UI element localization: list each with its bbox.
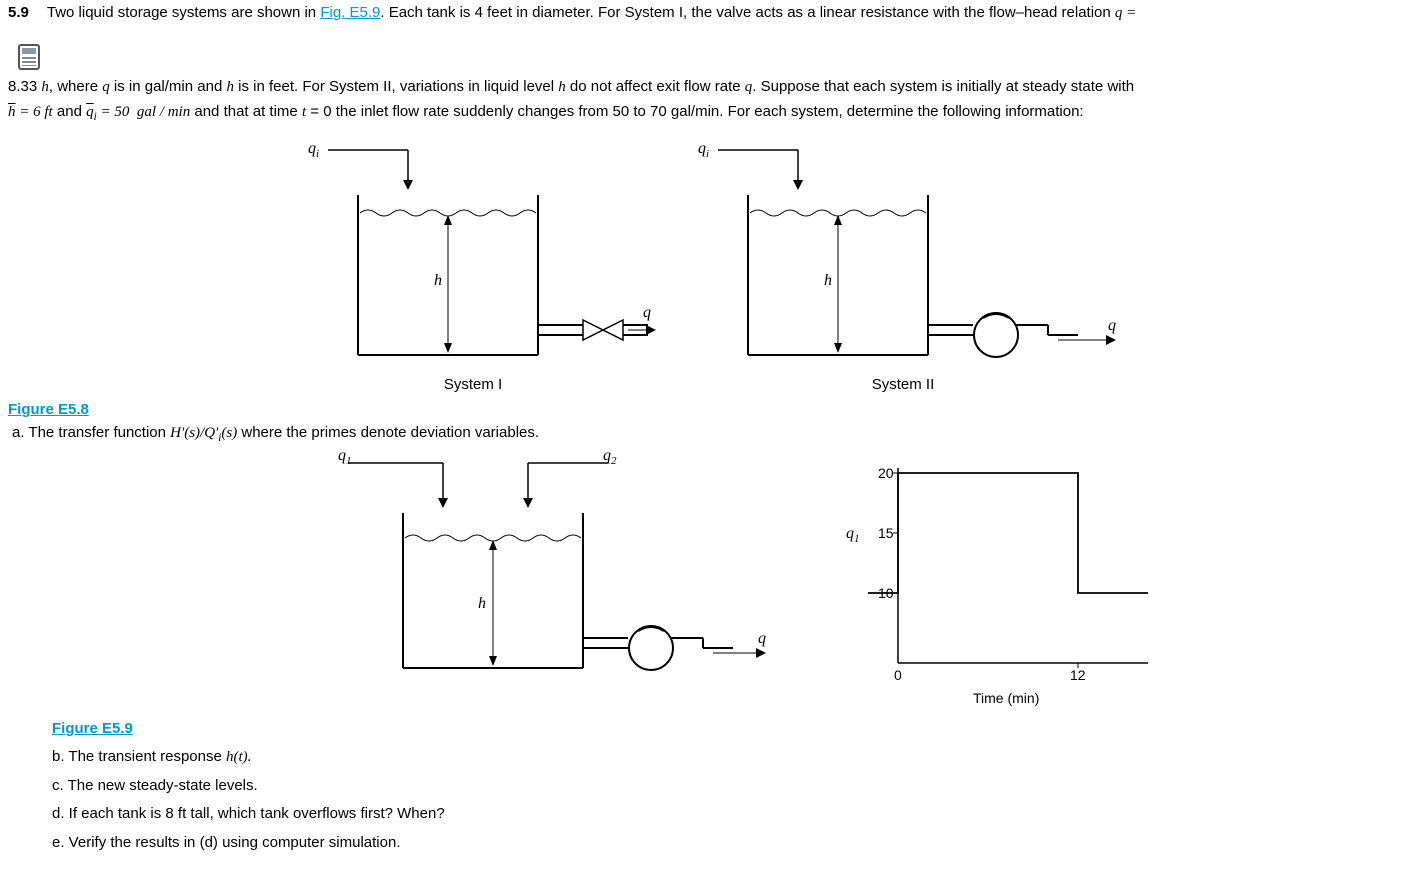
p3a: and <box>53 103 86 120</box>
paragraph-2: 8.33 h, where q is in gal/min and h is i… <box>8 76 1405 99</box>
system-2-caption: System II <box>678 376 1128 393</box>
qb-var: h(t). <box>226 749 251 765</box>
intro-line1: Two liquid storage systems are shown in <box>47 4 320 21</box>
svg-text:q: q <box>643 304 651 321</box>
two-inflow-tank: q1 q2 h q <box>308 448 768 687</box>
p2h3: h <box>558 79 566 95</box>
questions-list: b. The transient response h(t). c. The n… <box>52 743 1405 857</box>
figure-row-1: qi h q System I <box>288 135 1405 393</box>
fig-link-1[interactable]: Fig. E5.9 <box>320 4 380 21</box>
system-1-caption: System I <box>288 376 658 393</box>
figure-e58-label[interactable]: Figure E5.8 <box>8 401 89 418</box>
svg-text:h: h <box>824 272 832 289</box>
problem-header: 5.9 Two liquid storage systems are shown… <box>8 4 1405 22</box>
svg-text:qi: qi <box>698 140 709 160</box>
hbar-eq: h = 6 ft <box>8 104 53 120</box>
svg-text:0: 0 <box>894 667 902 683</box>
tank-two-inflow-svg: q1 q2 h q <box>308 448 768 683</box>
svg-text:12: 12 <box>1070 667 1086 683</box>
qa-text: a. The transfer function <box>12 424 170 441</box>
qa-end: where the primes denote deviation variab… <box>237 424 539 441</box>
qbar-eq: qi = 50 gal / min <box>86 104 190 120</box>
svg-text:Time (min): Time (min) <box>973 690 1039 706</box>
p2b: , where <box>49 78 102 95</box>
svg-text:q: q <box>758 630 766 647</box>
svg-text:15: 15 <box>878 525 894 541</box>
svg-text:q1: q1 <box>338 448 352 467</box>
svg-text:h: h <box>434 272 442 289</box>
p2d: is in feet. For System II, variations in… <box>234 78 558 95</box>
system-2-figure: qi h q System II <box>678 135 1128 393</box>
svg-text:20: 20 <box>878 465 894 481</box>
p2c: is in gal/min and <box>110 78 227 95</box>
intro-line1b: . Each tank is 4 feet in diameter. For S… <box>380 4 1115 21</box>
question-a: a. The transfer function H'(s)/Q'i(s) wh… <box>12 424 1405 444</box>
intro-eq: q = <box>1115 5 1136 21</box>
problem-number: 5.9 <box>8 4 29 21</box>
step-chart: 20 15 10 q1 0 12 Time (min) <box>828 448 1158 712</box>
svg-text:q1: q1 <box>846 525 860 545</box>
figure-row-2: q1 q2 h q <box>308 448 1405 712</box>
p2a: 8.33 <box>8 78 41 95</box>
svg-text:q2: q2 <box>603 448 617 467</box>
p2h2: h <box>226 79 234 95</box>
p3c: = 0 the inlet flow rate suddenly changes… <box>306 103 1084 120</box>
p2e: do not affect exit flow rate <box>566 78 745 95</box>
p2h: h <box>41 79 49 95</box>
svg-text:qi: qi <box>308 140 319 160</box>
qb-text: b. The transient response <box>52 748 226 765</box>
question-e: e. Verify the results in (d) using compu… <box>52 829 1405 858</box>
p2f: . Suppose that each system is initially … <box>752 78 1134 95</box>
question-c: c. The new steady-state levels. <box>52 772 1405 801</box>
qa-tf: H'(s)/Q'i(s) <box>170 425 237 441</box>
svg-text:h: h <box>478 595 486 612</box>
tank-system-1-svg: qi h q <box>288 135 658 370</box>
p2q: q <box>102 79 110 95</box>
paragraph-3: h = 6 ft and qi = 50 gal / min and that … <box>8 101 1405 126</box>
p3b: and that at time <box>190 103 302 120</box>
system-1-figure: qi h q System I <box>288 135 658 393</box>
svg-text:q: q <box>1108 317 1116 334</box>
intro-text: Two liquid storage systems are shown in … <box>47 4 1405 22</box>
figure-e59-label[interactable]: Figure E5.9 <box>52 720 133 737</box>
question-d: d. If each tank is 8 ft tall, which tank… <box>52 800 1405 829</box>
step-chart-svg: 20 15 10 q1 0 12 Time (min) <box>828 448 1158 708</box>
question-b: b. The transient response h(t). <box>52 743 1405 772</box>
calculator-icon <box>18 44 40 70</box>
tank-system-2-svg: qi h q <box>678 135 1128 370</box>
